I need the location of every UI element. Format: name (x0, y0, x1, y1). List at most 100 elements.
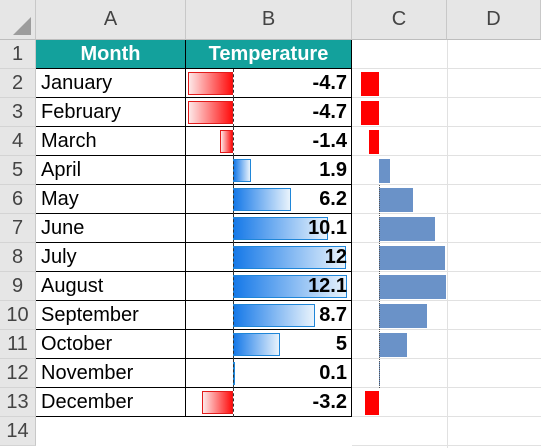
gridline (352, 68, 541, 69)
data-bar-axis (233, 272, 234, 301)
chart-bar-positive[interactable] (379, 246, 446, 270)
temperature-cell[interactable]: 6.2 (186, 185, 352, 214)
row-header-4[interactable]: 4 (0, 127, 36, 156)
month-cell[interactable]: June (36, 214, 186, 243)
month-cell[interactable]: January (36, 69, 186, 98)
data-bar-axis (233, 185, 234, 214)
chart-bar-negative[interactable] (361, 101, 379, 125)
chart-bar-negative[interactable] (368, 130, 379, 154)
data-bar-axis (233, 156, 234, 185)
month-cell[interactable]: August (36, 272, 186, 301)
gridline (352, 155, 541, 156)
temperature-value: -4.7 (312, 100, 347, 123)
data-bar-axis (233, 127, 234, 156)
gridline (352, 271, 541, 272)
gridline (352, 184, 541, 185)
month-cell[interactable]: April (36, 156, 186, 185)
chart-bar-positive[interactable] (379, 333, 407, 357)
chart-bar-positive[interactable] (379, 217, 435, 241)
data-bar-positive (233, 304, 315, 327)
row-header-13[interactable]: 13 (0, 388, 36, 417)
temperature-value: 1.9 (319, 158, 347, 181)
data-bar-negative (188, 72, 233, 95)
temperature-cell[interactable]: 5 (186, 330, 352, 359)
row-header-12[interactable]: 12 (0, 359, 36, 388)
temperature-cell[interactable]: 12.1 (186, 272, 352, 301)
data-bar-negative (188, 101, 233, 124)
column-header-c[interactable]: C (352, 0, 447, 40)
chart-bar-positive[interactable] (379, 304, 428, 328)
row-header-10[interactable]: 10 (0, 301, 36, 330)
month-cell[interactable]: July (36, 243, 186, 272)
select-all-corner[interactable] (0, 0, 36, 40)
data-bar-axis (233, 214, 234, 243)
data-bar-positive (233, 159, 251, 182)
row-header-11[interactable]: 11 (0, 330, 36, 359)
data-bar-axis (233, 301, 234, 330)
temperature-value: 6.2 (319, 187, 347, 210)
chart-bar-negative[interactable] (361, 72, 379, 96)
row-header-9[interactable]: 9 (0, 272, 36, 301)
header-cell-month[interactable]: Month (36, 40, 186, 69)
chart-axis (379, 185, 380, 388)
column-header-a[interactable]: A (36, 0, 186, 40)
gridline (352, 358, 541, 359)
temperature-cell[interactable]: -4.7 (186, 98, 352, 127)
chart-bar-positive[interactable] (379, 275, 446, 299)
temperature-value: 8.7 (319, 303, 347, 326)
data-bar-negative (202, 391, 233, 414)
column-header-d[interactable]: D (447, 0, 541, 40)
data-bar-axis (233, 330, 234, 359)
data-bar-axis (233, 243, 234, 272)
gridline (352, 387, 541, 388)
gridline (352, 242, 541, 243)
row-header-7[interactable]: 7 (0, 214, 36, 243)
temperature-cell[interactable]: -3.2 (186, 388, 352, 417)
gridline (352, 126, 541, 127)
temperature-value: -3.2 (312, 390, 347, 413)
temperature-cell[interactable]: 12 (186, 243, 352, 272)
temperature-cell[interactable]: 8.7 (186, 301, 352, 330)
temperature-value: 10.1 (308, 216, 347, 239)
month-cell[interactable]: May (36, 185, 186, 214)
month-cell[interactable]: February (36, 98, 186, 127)
temperature-cell[interactable]: -1.4 (186, 127, 352, 156)
row-header-1[interactable]: 1 (0, 40, 36, 69)
temperature-value: -1.4 (312, 129, 347, 152)
temperature-cell[interactable]: 0.1 (186, 359, 352, 388)
row-header-3[interactable]: 3 (0, 98, 36, 127)
row-header-14[interactable]: 14 (0, 417, 36, 446)
row-header-6[interactable]: 6 (0, 185, 36, 214)
select-all-icon (13, 17, 31, 35)
temperature-value: 12.1 (308, 274, 347, 297)
header-cell-temperature[interactable]: Temperature (186, 40, 352, 69)
gridline (447, 40, 448, 448)
chart-bar-positive[interactable] (379, 159, 390, 183)
gridline (352, 445, 541, 446)
data-bar-negative (219, 130, 233, 153)
gridline (352, 213, 541, 214)
row-header-2[interactable]: 2 (0, 69, 36, 98)
row-header-5[interactable]: 5 (0, 156, 36, 185)
data-bar-axis (233, 69, 234, 98)
temperature-cell[interactable]: -4.7 (186, 69, 352, 98)
data-bar-axis (233, 388, 234, 417)
gridline (352, 97, 541, 98)
month-cell[interactable]: December (36, 388, 186, 417)
row-header-8[interactable]: 8 (0, 243, 36, 272)
month-cell[interactable]: September (36, 301, 186, 330)
chart-bar-negative[interactable] (364, 391, 379, 415)
data-bar-axis (233, 359, 234, 388)
gridline (352, 416, 541, 417)
temperature-value: 5 (335, 332, 347, 355)
gridline (352, 300, 541, 301)
chart-bar-positive[interactable] (379, 188, 414, 212)
month-cell[interactable]: October (36, 330, 186, 359)
temperature-cell[interactable]: 1.9 (186, 156, 352, 185)
month-cell[interactable]: March (36, 127, 186, 156)
temperature-cell[interactable]: 10.1 (186, 214, 352, 243)
column-header-b[interactable]: B (186, 0, 352, 40)
month-cell[interactable]: November (36, 359, 186, 388)
temperature-value: 0.1 (319, 361, 347, 384)
data-bar-axis (233, 98, 234, 127)
